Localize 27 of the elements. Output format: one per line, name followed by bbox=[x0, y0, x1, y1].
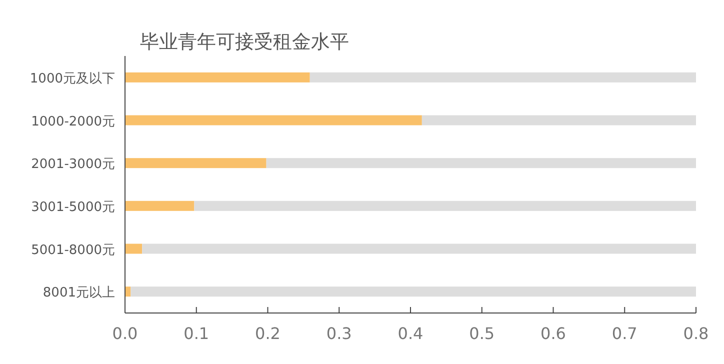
y-tick-label: 2001-3000元 bbox=[31, 157, 115, 172]
x-tick-label: 0.2 bbox=[255, 324, 280, 343]
x-tick-label: 0.6 bbox=[540, 324, 566, 343]
x-tick-label: 0.1 bbox=[184, 324, 210, 343]
bar bbox=[125, 200, 194, 211]
y-tick-label: 3001-5000元 bbox=[31, 200, 115, 215]
bar bbox=[125, 72, 310, 82]
y-tick-label: 5001-8000元 bbox=[31, 242, 115, 258]
bar bbox=[266, 158, 696, 168]
bar bbox=[142, 244, 696, 254]
y-tick-label: 1000-2000元 bbox=[31, 114, 115, 130]
x-tick-label: 0.5 bbox=[469, 324, 495, 343]
y-tick-label: 8001元以上 bbox=[42, 286, 115, 301]
x-tick-label: 0.3 bbox=[326, 324, 352, 343]
x-tick-label: 0.4 bbox=[398, 324, 424, 343]
bar bbox=[310, 72, 696, 82]
bar bbox=[125, 244, 142, 254]
bar bbox=[125, 158, 266, 168]
x-tick-label: 0.0 bbox=[112, 324, 138, 343]
bar bbox=[422, 115, 696, 126]
bar bbox=[125, 115, 422, 126]
y-tick-label: 1000元及以下 bbox=[30, 71, 115, 86]
x-tick-label: 0.7 bbox=[612, 324, 638, 343]
chart-title: 毕业青年可接受租金水平 bbox=[140, 31, 349, 53]
bar bbox=[194, 200, 696, 211]
bar bbox=[130, 286, 696, 297]
x-tick-label: 0.8 bbox=[683, 324, 709, 343]
